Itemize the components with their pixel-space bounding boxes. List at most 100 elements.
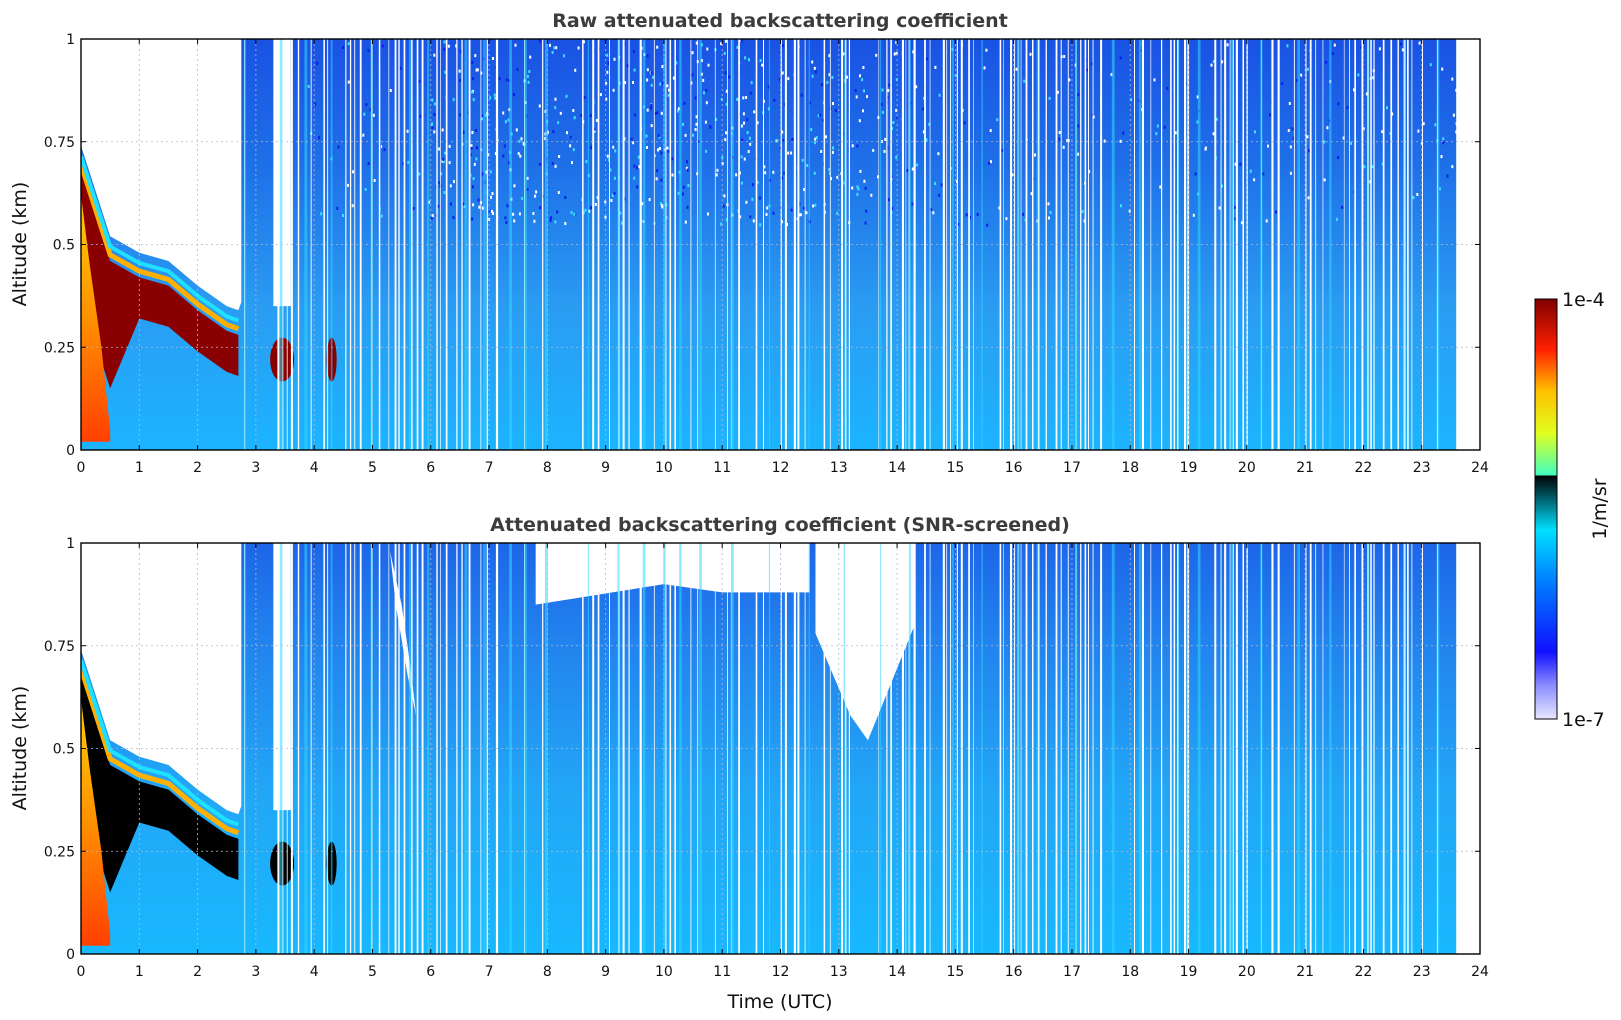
- missing-profile-stripe: [1382, 39, 1385, 450]
- x-tick-label: 19: [1180, 964, 1198, 980]
- noise-speckle: [743, 121, 745, 125]
- noise-speckle: [888, 83, 891, 87]
- noise-speckle: [632, 49, 635, 53]
- missing-profile-stripe: [797, 39, 800, 450]
- noise-speckle: [686, 205, 689, 209]
- noise-speckle: [1325, 60, 1328, 64]
- x-tick-label: 7: [485, 460, 494, 476]
- noise-speckle: [715, 173, 718, 177]
- noise-speckle: [831, 150, 834, 154]
- noise-speckle: [514, 43, 517, 47]
- noise-speckle: [462, 202, 465, 206]
- noise-speckle: [1047, 202, 1050, 206]
- noise-speckle: [810, 128, 813, 132]
- missing-profile-stripe: [1003, 39, 1004, 450]
- noise-speckle: [443, 191, 446, 194]
- noise-speckle: [1077, 124, 1080, 128]
- noise-speckle: [419, 114, 422, 118]
- noise-speckle: [787, 77, 790, 81]
- noise-speckle: [337, 145, 340, 149]
- noise-speckle: [672, 76, 675, 80]
- noise-speckle: [572, 148, 575, 152]
- noise-speckle: [819, 113, 822, 117]
- noise-speckle: [513, 219, 516, 223]
- screened-heatmap: [81, 543, 1480, 954]
- missing-profile-stripe: [905, 543, 907, 954]
- noise-speckle: [571, 161, 573, 165]
- noise-speckle: [843, 71, 846, 75]
- noise-speckle: [469, 153, 472, 157]
- noise-speckle: [665, 216, 668, 220]
- bright-profile-stripe: [509, 39, 512, 450]
- noise-speckle: [399, 66, 402, 70]
- noise-speckle: [380, 214, 383, 218]
- noise-speckle: [1369, 180, 1372, 184]
- noise-speckle: [1081, 210, 1084, 213]
- noise-speckle: [864, 186, 867, 190]
- x-tick-label: 3: [251, 460, 260, 476]
- screened-grid: [81, 543, 1480, 954]
- noise-speckle: [590, 206, 593, 210]
- missing-profile-stripe: [1293, 543, 1295, 954]
- noise-speckle: [1289, 171, 1292, 175]
- x-tick-label: 2: [193, 964, 202, 980]
- noise-speckle: [491, 210, 493, 213]
- noise-speckle: [475, 68, 478, 72]
- missing-profile-stripe: [669, 543, 672, 954]
- noise-speckle: [1275, 210, 1277, 214]
- x-tick-label: 13: [830, 964, 848, 980]
- noise-speckle: [430, 216, 433, 220]
- missing-profile-stripe: [388, 543, 390, 954]
- noise-speckle: [685, 166, 688, 170]
- noise-speckle: [866, 95, 868, 99]
- noise-speckle: [347, 183, 349, 187]
- y-tick-label: 0.25: [44, 844, 75, 860]
- noise-speckle: [438, 181, 441, 185]
- missing-profile-stripe: [1184, 543, 1187, 954]
- noise-speckle: [610, 199, 613, 202]
- noise-speckle: [783, 171, 786, 175]
- noise-speckle: [751, 183, 754, 187]
- missing-profile-stripe: [1277, 39, 1280, 450]
- x-tick-label: 7: [485, 964, 494, 980]
- noise-speckle: [442, 160, 445, 164]
- missing-profile-stripe: [829, 39, 831, 450]
- bright-profile-stripe: [843, 39, 845, 450]
- noise-speckle: [851, 144, 854, 148]
- noise-speckle: [383, 148, 386, 152]
- bright-profile-stripe: [483, 543, 486, 954]
- noise-speckle: [1362, 127, 1365, 131]
- y-tick-label: 1: [66, 32, 75, 48]
- bright-profile-stripe: [617, 39, 620, 450]
- noise-speckle: [612, 145, 615, 149]
- noise-speckle: [505, 78, 508, 82]
- screened-boundary-layer-edge: [81, 667, 240, 836]
- noise-speckle: [740, 39, 743, 43]
- noise-speckle: [307, 85, 310, 88]
- noise-speckle: [707, 212, 709, 216]
- noise-speckle: [448, 161, 451, 165]
- noise-speckle: [573, 212, 576, 216]
- noise-speckle: [550, 216, 553, 220]
- missing-profile-stripe: [359, 543, 362, 954]
- raw-grid: [81, 39, 1480, 450]
- missing-profile-stripe: [1343, 543, 1345, 954]
- noise-speckle: [1401, 48, 1404, 52]
- noise-speckle: [1218, 206, 1221, 210]
- noise-speckle: [538, 104, 541, 108]
- missing-profile-stripe: [913, 39, 916, 450]
- missing-profile-stripe: [797, 543, 800, 954]
- noise-speckle: [1307, 196, 1310, 200]
- noise-speckle: [659, 202, 662, 205]
- noise-speckle: [1212, 132, 1215, 136]
- noise-speckle: [1350, 141, 1352, 145]
- noise-speckle: [682, 192, 684, 196]
- x-tick-label: 23: [1413, 460, 1431, 476]
- noise-speckle: [1174, 131, 1177, 135]
- noise-speckle: [588, 209, 591, 213]
- noise-speckle: [559, 111, 562, 115]
- noise-speckle: [490, 195, 492, 199]
- noise-speckle: [786, 223, 788, 226]
- noise-speckle: [1429, 63, 1432, 67]
- noise-speckle: [687, 184, 690, 187]
